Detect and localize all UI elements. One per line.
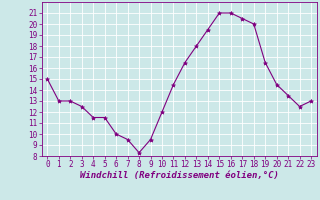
X-axis label: Windchill (Refroidissement éolien,°C): Windchill (Refroidissement éolien,°C): [80, 171, 279, 180]
